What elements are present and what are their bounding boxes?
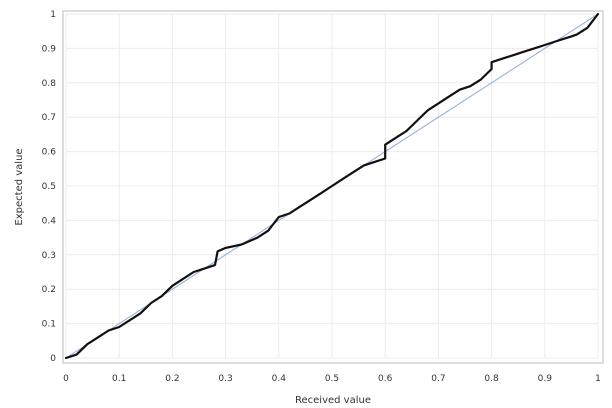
y-tick-label: 1 (50, 10, 56, 20)
y-tick-label: 0.5 (42, 182, 56, 192)
y-tick-label: 0.7 (42, 113, 56, 123)
y-tick-label: 0.4 (42, 216, 57, 226)
series-layer (64, 12, 600, 360)
x-tick-label: 0.6 (378, 374, 393, 384)
x-tick-label: 0.4 (272, 374, 287, 384)
x-tick-label: 0 (63, 374, 69, 384)
x-tick-label: 0.1 (112, 374, 126, 384)
calibration-curve-line (64, 12, 600, 360)
y-tick-label: 0.9 (42, 44, 57, 54)
y-tick-label: 0.2 (42, 285, 56, 295)
y-tick-label: 0.8 (42, 79, 57, 89)
x-tick-label: 0.7 (431, 374, 445, 384)
y-axis-title: Expected value (14, 148, 25, 225)
y-axis: 0 0.1 0.2 0.3 0.4 0.5 0.6 0.7 0.8 0.9 1 (42, 10, 57, 364)
x-axis-title: Received value (295, 395, 371, 406)
x-tick-label: 1 (595, 374, 601, 384)
grid-lines (65, 13, 599, 359)
x-tick-label: 0.9 (538, 374, 553, 384)
y-tick-label: 0.3 (42, 251, 56, 261)
x-axis: 0 0.1 0.2 0.3 0.4 0.5 0.6 0.7 0.8 0.9 1 (63, 374, 601, 384)
x-tick-label: 0.8 (484, 374, 499, 384)
x-tick-label: 0.2 (165, 374, 179, 384)
x-tick-label: 0.3 (218, 374, 232, 384)
x-tick-label: 0.5 (325, 374, 339, 384)
y-tick-label: 0.1 (42, 320, 56, 330)
y-tick-label: 0 (50, 354, 56, 364)
y-tick-label: 0.6 (42, 148, 57, 158)
